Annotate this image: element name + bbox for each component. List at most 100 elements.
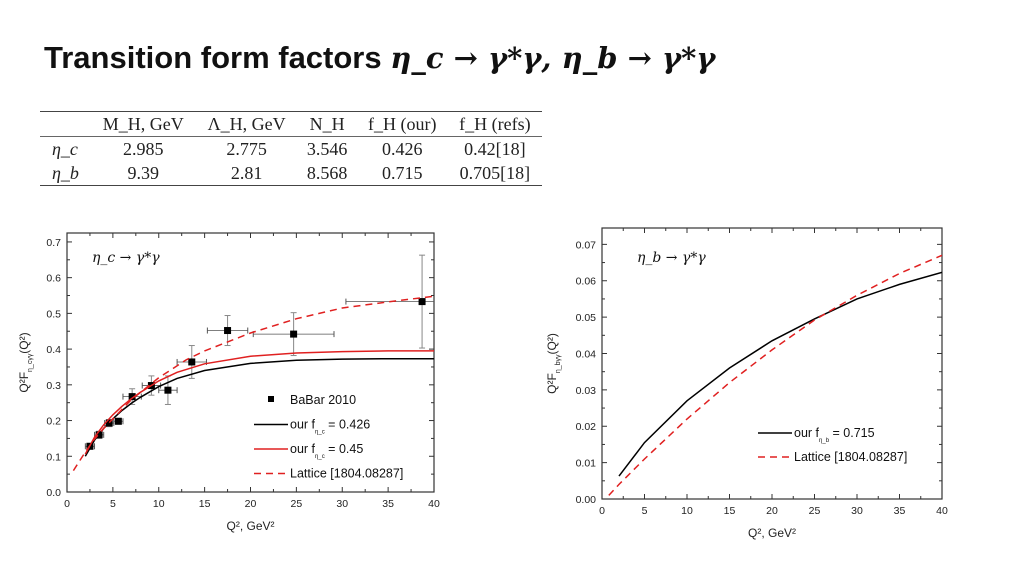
legend-label-main: our f bbox=[794, 426, 820, 440]
legend-label-value: = 0.426 bbox=[325, 418, 371, 432]
y-tick-label: 0.7 bbox=[46, 237, 61, 249]
series-line bbox=[618, 271, 942, 477]
legend-label-value: = 0.45 bbox=[325, 442, 364, 456]
y-tick-label: 0.3 bbox=[46, 380, 61, 392]
y-tick-label: 0.2 bbox=[46, 416, 61, 428]
table-cell: 3.546 bbox=[306, 138, 348, 159]
x-tick-label: 5 bbox=[110, 498, 116, 510]
table-header-row: M_H, GeV Λ_H, GeV N_H f_H (our) f_H (ref… bbox=[40, 112, 542, 137]
table-cell: 2.775 bbox=[226, 138, 267, 159]
y-label-main: Q²F bbox=[17, 372, 31, 393]
table-cell: 8.568 bbox=[306, 162, 348, 183]
x-tick-label: 40 bbox=[428, 498, 440, 510]
table-header: M_H, GeV bbox=[102, 113, 184, 134]
legend-label: BaBar 2010 bbox=[290, 393, 356, 407]
y-label-main: Q²F bbox=[545, 373, 559, 394]
legend-label: our fη_b = 0.715 bbox=[794, 426, 875, 444]
data-point bbox=[224, 327, 232, 335]
decay-annotation: η_c → γ*γ bbox=[92, 250, 160, 266]
x-tick-label: 20 bbox=[245, 498, 257, 510]
legend-label-main: Lattice [1804.08287] bbox=[290, 467, 403, 481]
x-tick-label: 35 bbox=[894, 505, 906, 517]
y-tick-label: 0.06 bbox=[576, 276, 597, 288]
y-tick-label: 0.5 bbox=[46, 308, 61, 320]
y-label-tail: (Q²) bbox=[545, 333, 559, 354]
legend-label: Lattice [1804.08287] bbox=[794, 450, 907, 464]
legend-label: our fη_c = 0.45 bbox=[290, 442, 363, 460]
legend-label-main: our f bbox=[290, 442, 316, 456]
data-point bbox=[114, 417, 122, 425]
series-1 bbox=[608, 254, 942, 496]
table-cell: 2.985 bbox=[123, 138, 164, 159]
parameters-table: M_H, GeV Λ_H, GeV N_H f_H (our) f_H (ref… bbox=[40, 111, 542, 186]
y-tick-label: 0.00 bbox=[576, 494, 597, 506]
legend-label-sub: η_c bbox=[315, 454, 325, 460]
table-header: f_H (refs) bbox=[459, 113, 531, 134]
table-cell: η_c bbox=[52, 138, 78, 159]
x-tick-label: 40 bbox=[936, 505, 948, 517]
x-tick-label: 25 bbox=[291, 498, 303, 510]
x-tick-label: 15 bbox=[724, 505, 736, 517]
title-math: η_c → γ*γ, η_b → γ*γ bbox=[390, 41, 716, 75]
plot-frame bbox=[66, 232, 435, 493]
table-cell: 0.426 bbox=[381, 138, 423, 159]
y-label-tail: (Q²) bbox=[17, 332, 31, 353]
legend-marker bbox=[268, 396, 274, 402]
table-header: Λ_H, GeV bbox=[207, 113, 286, 134]
x-axis-label: Q², GeV² bbox=[748, 526, 796, 540]
series-line bbox=[84, 357, 434, 457]
x-tick-label: 10 bbox=[681, 505, 693, 517]
y-axis-label: Q²Fη_bγγ(Q²) bbox=[545, 333, 562, 394]
legend-label-sub: η_c bbox=[315, 430, 325, 436]
table-row: η_c 2.985 2.775 3.546 0.426 0.42[18] bbox=[40, 137, 542, 162]
y-tick-label: 0.0 bbox=[46, 487, 61, 499]
title-text: Transition form factors bbox=[44, 40, 382, 75]
table-cell: 9.39 bbox=[127, 162, 160, 183]
data-point bbox=[164, 386, 172, 394]
y-tick-label: 0.01 bbox=[576, 458, 597, 470]
table-cell: 0.705[18] bbox=[459, 162, 531, 183]
table-header: f_H (our) bbox=[367, 113, 437, 134]
series-line bbox=[72, 295, 434, 472]
y-tick-label: 0.03 bbox=[576, 385, 597, 397]
y-tick-label: 0.02 bbox=[576, 421, 597, 433]
data-point bbox=[290, 330, 298, 338]
table-row: η_b 9.39 2.81 8.568 0.715 0.705[18] bbox=[40, 161, 542, 186]
chart-1: 0 5 10 15 20 25 30 35 40 0.00 0.01 0.02 0.03 0.04 0.05… bbox=[545, 227, 948, 540]
y-tick-label: 0.6 bbox=[46, 273, 61, 285]
y-label-sub: η_cγγ bbox=[27, 353, 34, 372]
y-tick-label: 0.04 bbox=[576, 348, 597, 360]
series-2 bbox=[84, 350, 434, 455]
series-line bbox=[84, 350, 434, 455]
y-tick-label: 0.1 bbox=[46, 451, 61, 463]
series-line bbox=[608, 254, 942, 496]
x-tick-label: 30 bbox=[336, 498, 348, 510]
x-tick-label: 35 bbox=[382, 498, 394, 510]
x-tick-label: 10 bbox=[153, 498, 165, 510]
table-cell: 2.81 bbox=[230, 162, 263, 183]
decay-annotation: η_b → γ*γ bbox=[637, 250, 706, 266]
y-tick-label: 0.05 bbox=[576, 312, 597, 324]
legend-label-main: Lattice [1804.08287] bbox=[794, 450, 907, 464]
table-cell: 0.715 bbox=[381, 162, 423, 183]
legend-label-main: our f bbox=[290, 418, 316, 432]
y-tick-label: 0.07 bbox=[576, 239, 597, 251]
series-3 bbox=[72, 295, 434, 472]
data-point bbox=[418, 298, 426, 306]
x-tick-label: 30 bbox=[851, 505, 863, 517]
table-header: N_H bbox=[309, 113, 345, 134]
x-axis-label: Q², GeV² bbox=[226, 519, 274, 533]
table-cell: η_b bbox=[52, 162, 79, 183]
x-tick-label: 0 bbox=[599, 505, 605, 517]
y-axis-label: Q²Fη_cγγ(Q²) bbox=[17, 332, 34, 392]
data-point bbox=[188, 358, 196, 366]
x-tick-label: 15 bbox=[199, 498, 211, 510]
x-tick-label: 5 bbox=[642, 505, 648, 517]
legend-label: Lattice [1804.08287] bbox=[290, 467, 403, 481]
x-tick-label: 25 bbox=[809, 505, 821, 517]
legend-label-sub: η_b bbox=[819, 438, 830, 444]
slide-title: Transition form factors η_c → γ*γ, η_b →… bbox=[44, 40, 715, 76]
chart-0: 0 5 10 15 20 25 30 35 40 0.0 0.1 0.2 0.3 0.4 0.5 0.6 0.7… bbox=[17, 232, 440, 533]
x-tick-label: 20 bbox=[766, 505, 778, 517]
